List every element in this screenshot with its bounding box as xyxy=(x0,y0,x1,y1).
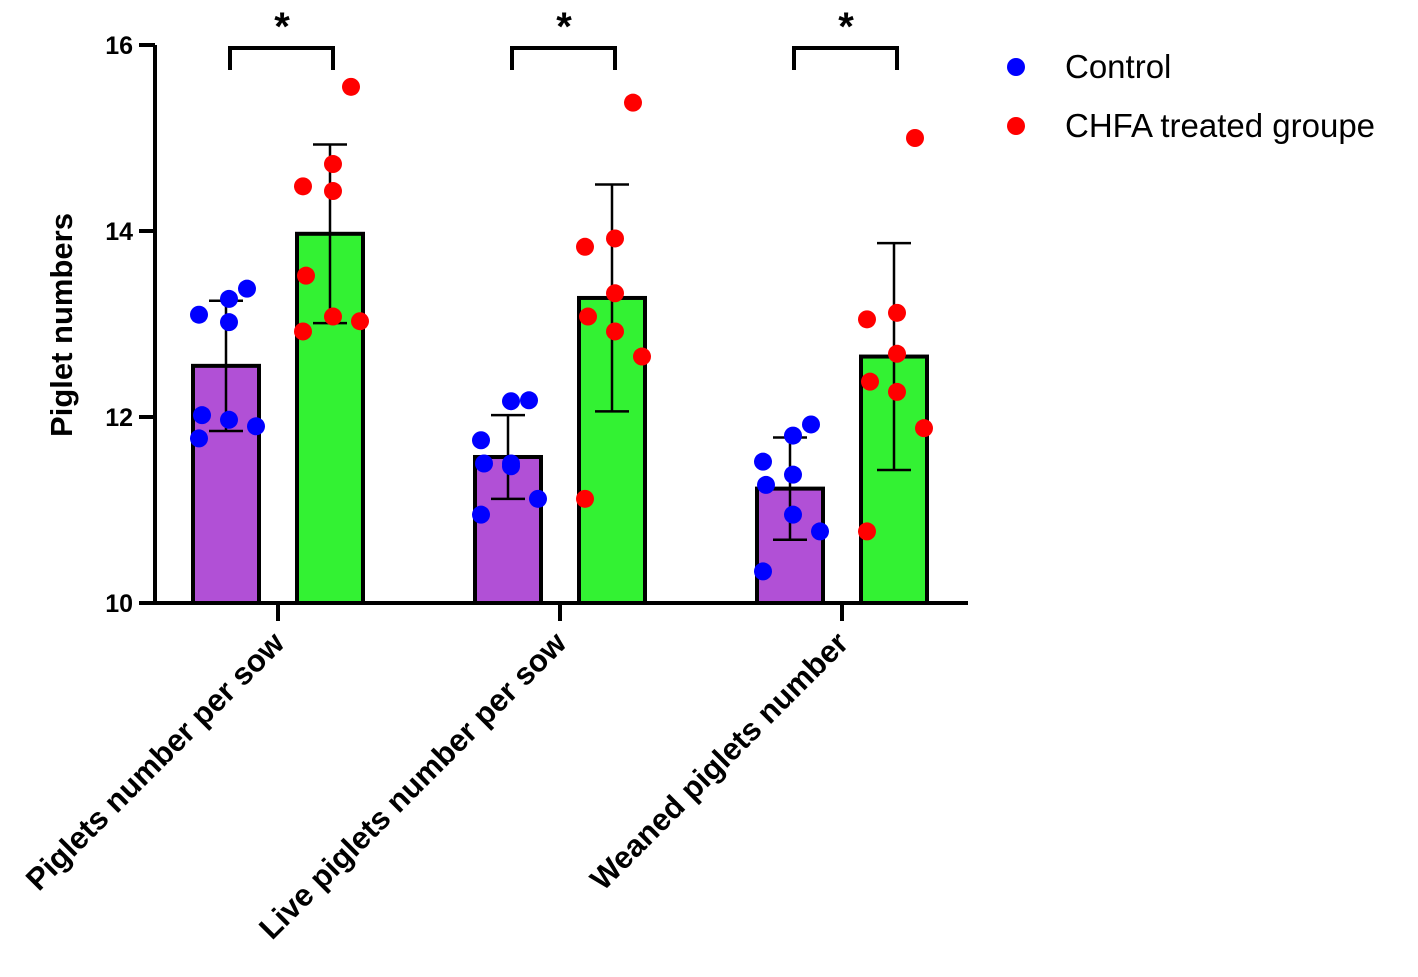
data-point-chfa-2-6 xyxy=(915,419,933,438)
data-point-control-0-2 xyxy=(190,305,208,324)
data-point-chfa-2-1 xyxy=(888,303,906,322)
data-point-chfa-1-4 xyxy=(579,307,597,326)
data-point-control-0-3 xyxy=(220,313,238,332)
data-point-chfa-1-1 xyxy=(606,229,624,248)
data-point-chfa-0-0 xyxy=(342,77,360,96)
data-point-chfa-0-5 xyxy=(324,307,342,326)
data-point-control-2-1 xyxy=(784,426,802,445)
data-point-control-1-0 xyxy=(520,391,538,410)
data-point-chfa-2-7 xyxy=(858,522,876,541)
data-point-chfa-0-1 xyxy=(324,155,342,174)
data-point-chfa-0-3 xyxy=(324,182,342,201)
legend-label-chfa: CHFA treated groupe xyxy=(1065,107,1375,144)
data-point-chfa-2-4 xyxy=(861,372,879,391)
y-tick-label-1: 12 xyxy=(105,404,133,432)
data-point-chfa-1-6 xyxy=(633,347,651,366)
data-point-control-0-1 xyxy=(220,289,238,308)
data-point-control-2-4 xyxy=(757,475,775,494)
data-point-control-0-0 xyxy=(238,279,256,298)
legend-marker-chfa xyxy=(1007,117,1025,135)
data-point-control-0-4 xyxy=(193,406,211,425)
data-point-control-0-7 xyxy=(190,429,208,448)
data-point-chfa-2-3 xyxy=(888,344,906,363)
data-point-control-2-6 xyxy=(811,522,829,541)
data-point-control-2-3 xyxy=(784,465,802,484)
data-point-control-2-7 xyxy=(754,562,772,581)
data-point-chfa-2-5 xyxy=(888,382,906,401)
data-point-chfa-2-2 xyxy=(858,310,876,329)
data-point-chfa-0-6 xyxy=(351,312,369,331)
significance-star-2: * xyxy=(838,5,854,49)
data-point-control-0-5 xyxy=(220,410,238,429)
data-point-control-1-7 xyxy=(472,505,490,524)
category-label-0: Piglets number per sow xyxy=(19,625,292,898)
data-point-control-1-6 xyxy=(529,489,547,508)
y-axis-label: Piglet numbers xyxy=(44,213,79,437)
significance-star-0: * xyxy=(274,5,290,49)
data-point-control-0-6 xyxy=(247,417,265,436)
category-label-1: Live piglets number per sow xyxy=(252,625,573,946)
significance-bracket-0 xyxy=(228,46,335,70)
data-point-control-1-1 xyxy=(502,392,520,411)
data-point-control-2-5 xyxy=(784,505,802,524)
data-point-control-1-2 xyxy=(472,431,490,450)
y-tick-label-2: 14 xyxy=(105,218,133,246)
category-label-2: Weaned piglets number xyxy=(583,625,855,897)
legend: Control CHFA treated groupe xyxy=(1007,48,1375,144)
data-point-chfa-1-2 xyxy=(576,237,594,256)
legend-label-control: Control xyxy=(1065,48,1171,85)
y-tick-label-3: 16 xyxy=(105,32,133,60)
legend-marker-control xyxy=(1007,58,1025,76)
data-point-chfa-1-0 xyxy=(624,93,642,112)
data-point-chfa-0-7 xyxy=(294,322,312,341)
data-point-chfa-1-3 xyxy=(606,284,624,303)
data-point-chfa-0-4 xyxy=(297,266,315,285)
data-point-control-2-2 xyxy=(754,452,772,471)
significance-star-1: * xyxy=(556,5,572,49)
data-point-control-1-5 xyxy=(502,457,520,476)
data-point-control-1-4 xyxy=(475,454,493,473)
data-point-chfa-1-7 xyxy=(576,489,594,508)
data-point-chfa-0-2 xyxy=(294,177,312,196)
data-point-control-2-0 xyxy=(802,415,820,434)
significance-bracket-2 xyxy=(792,46,899,70)
data-point-chfa-1-5 xyxy=(606,322,624,341)
y-tick-label-0: 10 xyxy=(105,590,133,618)
significance-bracket-1 xyxy=(510,46,617,70)
data-point-chfa-2-0 xyxy=(906,129,924,147)
